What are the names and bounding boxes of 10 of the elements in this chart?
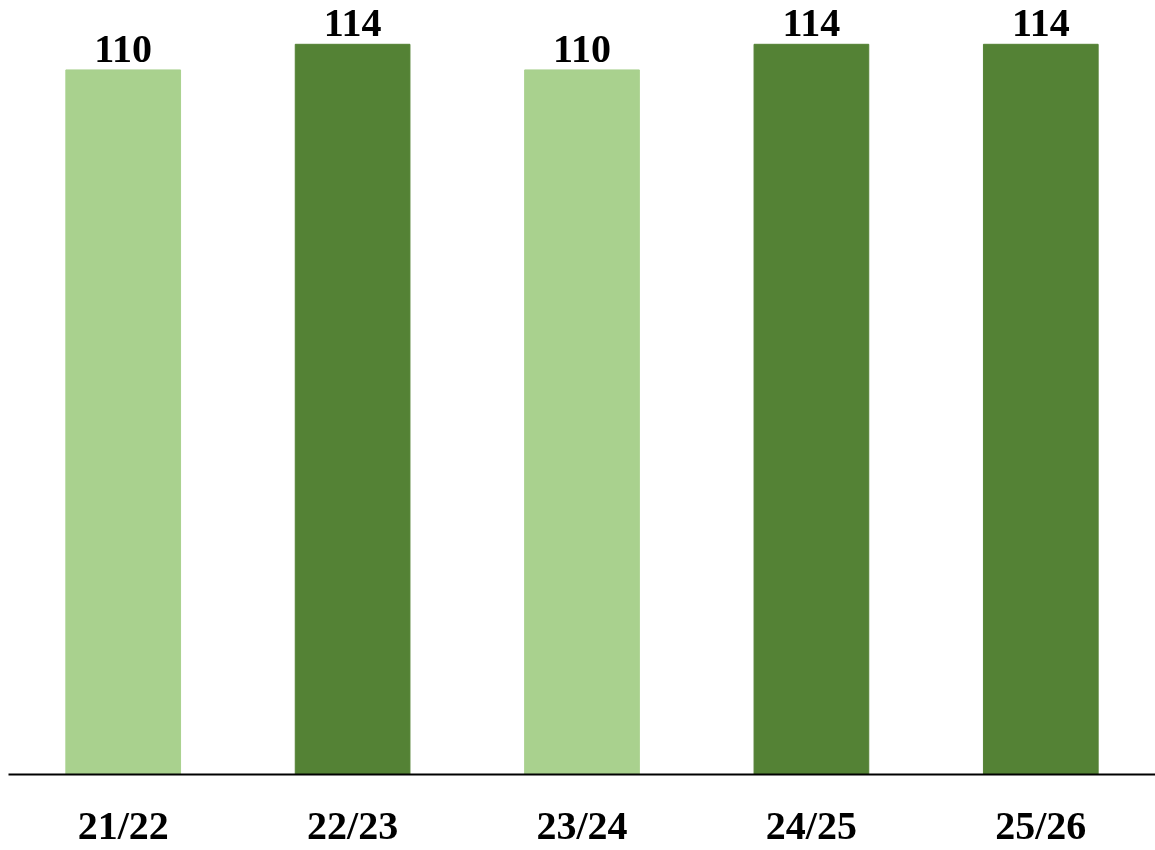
x-tick-label: 23/24 bbox=[536, 802, 628, 848]
data-label: 110 bbox=[94, 25, 153, 71]
data-label: 110 bbox=[553, 25, 611, 71]
data-label: 114 bbox=[323, 0, 382, 46]
x-tick-label: 21/22 bbox=[77, 802, 169, 848]
data-label: 114 bbox=[1011, 0, 1070, 46]
x-tick-label: 24/25 bbox=[765, 802, 857, 848]
x-tick-label: 25/26 bbox=[995, 802, 1087, 848]
data-label: 114 bbox=[782, 0, 841, 46]
x-tick-label: 22/23 bbox=[307, 802, 399, 848]
